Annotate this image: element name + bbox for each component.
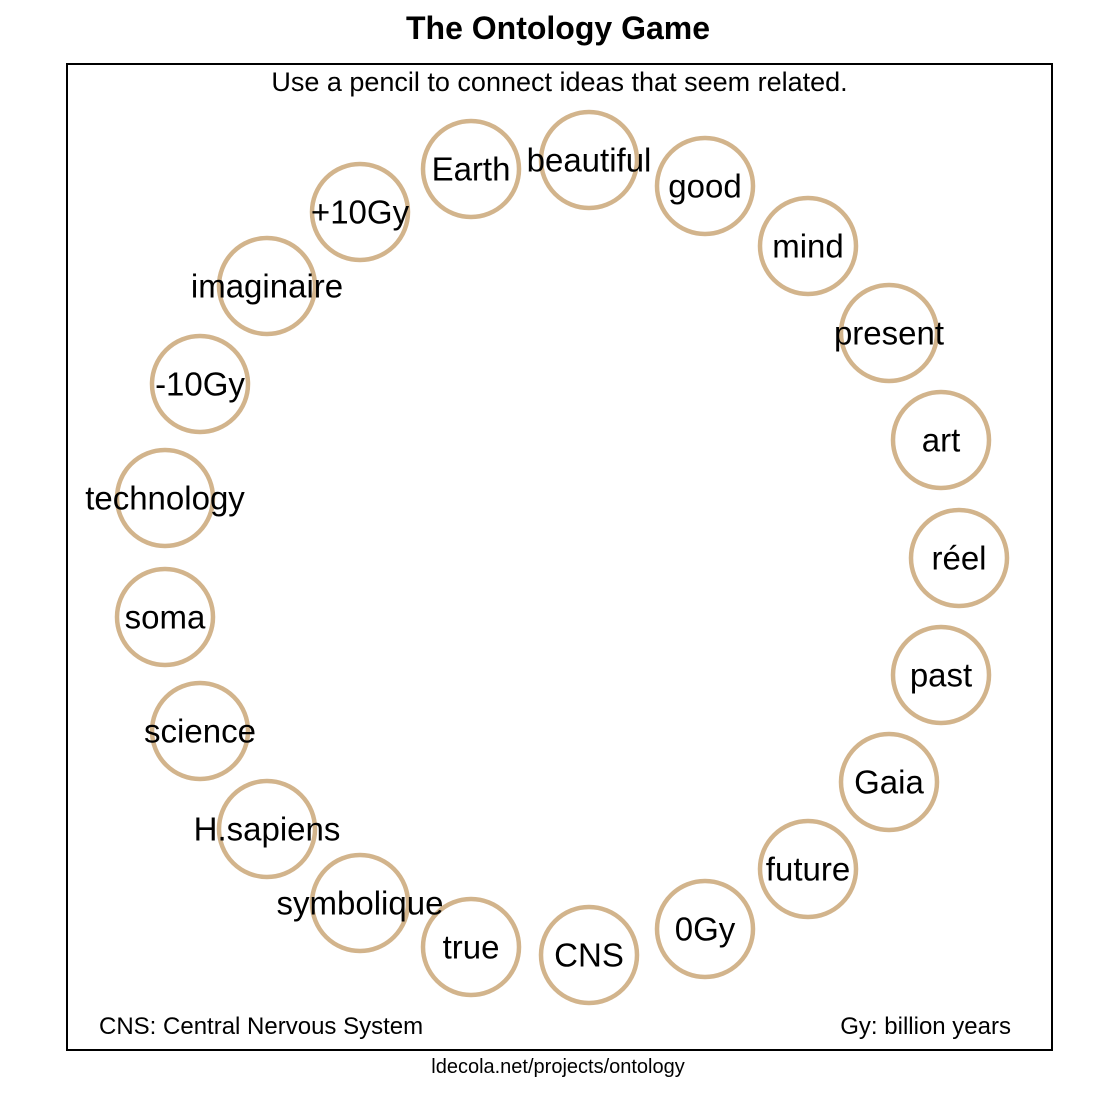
concept-label-r-el: réel — [931, 540, 986, 577]
concept-circles-layer — [114, 109, 1010, 1006]
concept-circle-r-el — [908, 507, 1010, 609]
concept-label-mind: mind — [772, 228, 844, 265]
concept-circle-10gy — [149, 333, 251, 435]
concept-circle-technology — [114, 447, 216, 549]
concept-circle-soma — [114, 566, 216, 668]
concept-label-science: science — [144, 713, 256, 750]
concept-label-0gy: 0Gy — [675, 911, 736, 948]
concept-label-gaia: Gaia — [854, 764, 924, 801]
concept-label-beautiful: beautiful — [527, 142, 652, 179]
concept-label-soma: soma — [125, 599, 206, 636]
concept-circle-earth — [420, 118, 522, 220]
concept-circle-present — [838, 282, 940, 384]
concept-circle-true — [420, 896, 522, 998]
concept-circle-cns — [538, 904, 640, 1006]
concept-label-10gy: -10Gy — [155, 366, 245, 403]
gy-legend: Gy: billion years — [840, 1013, 1011, 1040]
cns-legend: CNS: Central Nervous System — [99, 1013, 424, 1040]
concept-circle-future — [757, 818, 859, 920]
concept-label-earth: Earth — [432, 151, 511, 188]
website-caption: ldecola.net/projects/ontology — [431, 1056, 685, 1078]
concept-label-future: future — [766, 851, 850, 888]
page-title: The Ontology Game — [405, 10, 711, 46]
concept-circle-past — [890, 624, 992, 726]
concept-circle-science — [149, 680, 251, 782]
concept-circle-0gy — [654, 878, 756, 980]
concept-label-technology: technology — [85, 480, 245, 517]
concept-circle-good — [654, 135, 756, 237]
concept-label-imaginaire: imaginaire — [191, 268, 343, 305]
concept-circle-10gy — [309, 161, 411, 263]
concept-circle-mind — [757, 195, 859, 297]
concept-label-good: good — [668, 168, 741, 205]
concept-label-h-sapiens: H.sapiens — [194, 811, 341, 848]
concept-label-past: past — [910, 657, 972, 694]
concept-circle-art — [890, 389, 992, 491]
concept-circle-imaginaire — [216, 235, 318, 337]
concept-label-symbolique: symbolique — [277, 885, 444, 922]
concept-circle-gaia — [838, 731, 940, 833]
concept-labels-layer: beautiful good mind present art réel past Gaia f… — [85, 142, 986, 974]
concept-circle-h-sapiens — [216, 778, 318, 880]
concept-circle-beautiful — [538, 109, 640, 211]
concept-label-present: present — [834, 315, 944, 352]
concept-circle-symbolique — [309, 852, 411, 954]
concept-label-cns: CNS — [554, 937, 624, 974]
concept-label-art: art — [922, 422, 961, 459]
game-board: Use a pencil to connect ideas that seem … — [66, 63, 1053, 1051]
instructions-text: Use a pencil to connect ideas that seem … — [271, 67, 848, 97]
concept-label-true: true — [443, 929, 500, 966]
concept-label-10gy: +10Gy — [311, 194, 410, 231]
